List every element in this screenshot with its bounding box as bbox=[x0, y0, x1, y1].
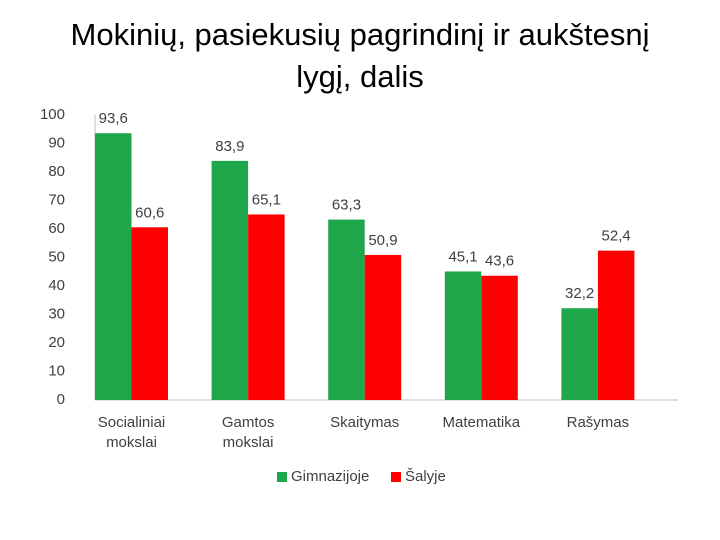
data-label: 60,6 bbox=[135, 204, 164, 221]
chart-title: Mokinių, pasiekusių pagrindinį ir aukšte… bbox=[70, 17, 650, 94]
bar bbox=[95, 133, 132, 401]
bar bbox=[481, 275, 518, 400]
bar bbox=[561, 308, 598, 400]
x-tick-label: Gamtos mokslai bbox=[221, 414, 275, 451]
data-label: 93,6 bbox=[99, 110, 128, 127]
x-tick-label: Skaitymas bbox=[330, 414, 400, 431]
bar bbox=[211, 160, 249, 400]
data-label: 50,9 bbox=[368, 232, 397, 249]
legend-swatch bbox=[391, 472, 401, 482]
y-tick-label: 0 bbox=[57, 391, 65, 408]
bar bbox=[131, 227, 168, 400]
y-tick-label: 30 bbox=[48, 305, 65, 322]
bar bbox=[597, 250, 635, 400]
data-label: 63,3 bbox=[332, 197, 361, 214]
x-tick-label: Socialiniai mokslai bbox=[97, 414, 166, 451]
bar bbox=[364, 254, 402, 400]
y-tick-label: 80 bbox=[48, 163, 65, 180]
y-tick-label: 20 bbox=[48, 334, 65, 351]
bar bbox=[328, 219, 365, 400]
y-tick-label: 60 bbox=[48, 220, 65, 237]
y-tick-label: 90 bbox=[48, 134, 65, 151]
y-tick-label: 50 bbox=[48, 248, 65, 265]
x-tick-label: Rašymas bbox=[566, 414, 630, 431]
data-label: 65,1 bbox=[252, 191, 281, 208]
data-label: 83,9 bbox=[215, 138, 244, 155]
legend-label: Šalyje bbox=[405, 468, 446, 485]
x-tick-label: Matematika bbox=[442, 414, 521, 431]
data-label: 32,2 bbox=[565, 285, 594, 302]
y-tick-label: 10 bbox=[48, 362, 65, 379]
y-tick-label: 40 bbox=[48, 277, 65, 294]
data-label: 45,1 bbox=[448, 248, 477, 265]
legend-swatch bbox=[277, 472, 287, 482]
bar bbox=[444, 271, 482, 400]
data-label: 43,6 bbox=[485, 253, 514, 270]
bar bbox=[248, 214, 285, 400]
y-tick-label: 70 bbox=[48, 191, 65, 208]
legend-label: Gimnazijoje bbox=[291, 468, 369, 485]
data-label: 52,4 bbox=[602, 228, 631, 245]
y-tick-label: 100 bbox=[40, 106, 65, 123]
